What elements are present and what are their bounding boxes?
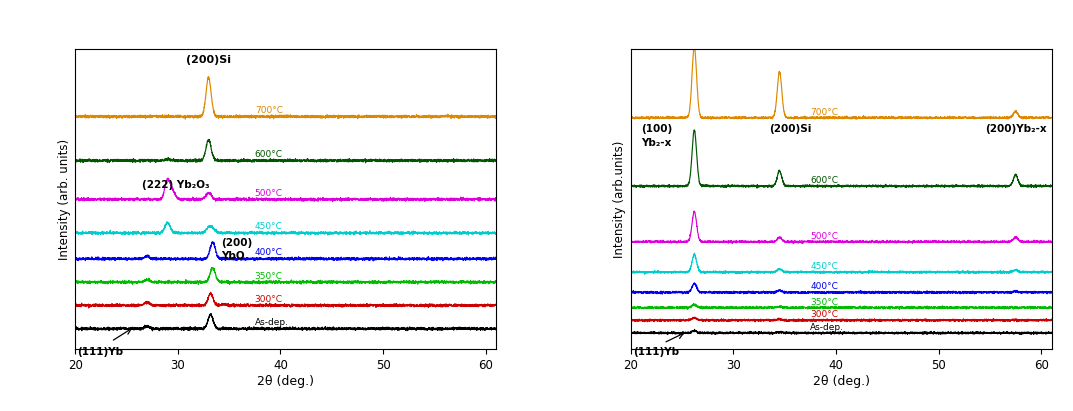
Text: (200): (200) — [221, 238, 252, 249]
Text: 450°C: 450°C — [254, 222, 282, 231]
Text: 700°C: 700°C — [810, 108, 838, 117]
Text: 450°C: 450°C — [810, 262, 838, 271]
Text: (200)Si: (200)Si — [769, 124, 811, 134]
Text: As-dep.: As-dep. — [810, 323, 844, 332]
Text: (111)Yb: (111)Yb — [633, 347, 679, 357]
Text: (200)Yb₂-x: (200)Yb₂-x — [985, 124, 1046, 134]
Text: YbO: YbO — [221, 252, 245, 261]
X-axis label: 2θ (deg.): 2θ (deg.) — [812, 375, 869, 388]
Text: 600°C: 600°C — [254, 150, 283, 159]
Text: (200)Si: (200)Si — [186, 55, 231, 65]
Text: (222) Yb₂O₃: (222) Yb₂O₃ — [142, 180, 209, 190]
Text: (100): (100) — [641, 124, 672, 134]
Text: 300°C: 300°C — [810, 310, 838, 319]
Y-axis label: Intensity (arb. units): Intensity (arb. units) — [58, 139, 71, 260]
Text: 300°C: 300°C — [254, 295, 283, 304]
Text: 500°C: 500°C — [254, 189, 283, 198]
Text: 350°C: 350°C — [254, 272, 283, 281]
Text: 400°C: 400°C — [810, 282, 838, 291]
Text: 700°C: 700°C — [254, 106, 283, 115]
X-axis label: 2θ (deg.): 2θ (deg.) — [258, 375, 314, 388]
Y-axis label: Intensity (arb.units): Intensity (arb.units) — [614, 141, 627, 258]
Text: Yb₂-x: Yb₂-x — [641, 138, 672, 148]
Text: As-dep.: As-dep. — [254, 318, 289, 327]
Text: 400°C: 400°C — [254, 248, 282, 257]
Text: 350°C: 350°C — [810, 298, 838, 307]
Text: (111)Yb: (111)Yb — [77, 347, 123, 357]
Text: 600°C: 600°C — [810, 176, 838, 185]
Text: 500°C: 500°C — [810, 232, 838, 241]
